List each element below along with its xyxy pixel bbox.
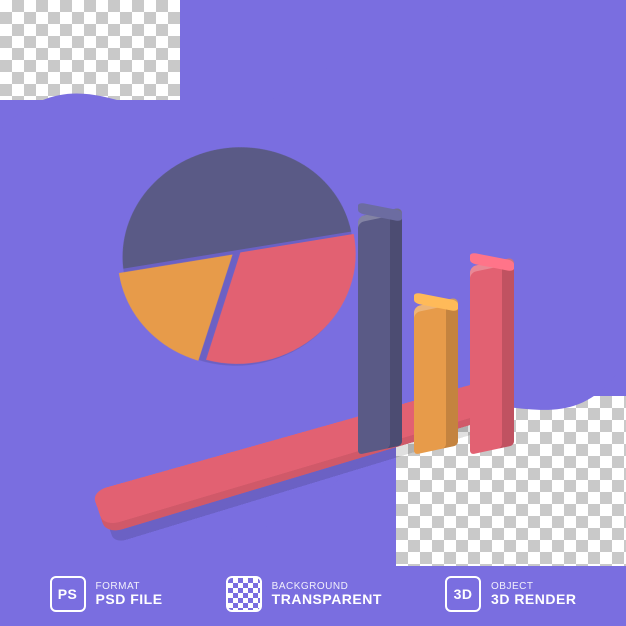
badge-background: BACKGROUND TRANSPARENT [226, 576, 382, 612]
pie-chart [106, 127, 379, 385]
badge-row: PS FORMAT PSD FILE BACKGROUND TRANSPAREN… [0, 576, 626, 612]
bar [414, 297, 458, 454]
transparency-icon [226, 576, 262, 612]
badge-format-bottom: PSD FILE [96, 592, 163, 607]
three-d-icon: 3D [445, 576, 481, 612]
badge-obj-top: OBJECT [491, 581, 576, 592]
bar [470, 257, 514, 454]
stage: PS FORMAT PSD FILE BACKGROUND TRANSPAREN… [0, 0, 626, 626]
pie-svg [106, 127, 379, 385]
badge-bg-top: BACKGROUND [272, 581, 382, 592]
badge-bg-bottom: TRANSPARENT [272, 592, 382, 607]
badge-object: 3D OBJECT 3D RENDER [445, 576, 576, 612]
ps-icon: PS [50, 576, 86, 612]
badge-obj-bottom: 3D RENDER [491, 592, 576, 607]
badge-format-top: FORMAT [96, 581, 163, 592]
badge-format: PS FORMAT PSD FILE [50, 576, 163, 612]
chart-scene [58, 120, 568, 520]
